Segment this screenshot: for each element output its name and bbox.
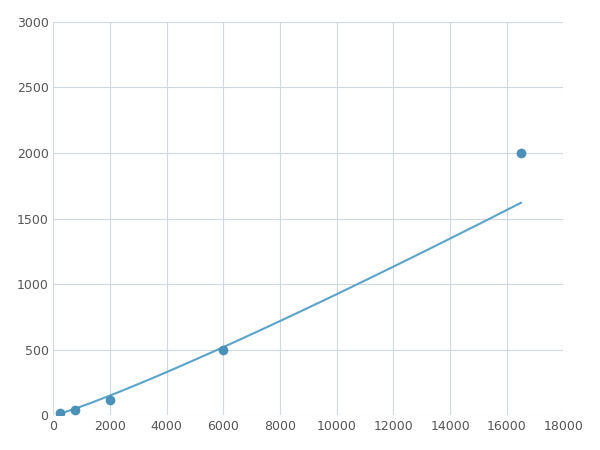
Point: [516, 149, 526, 157]
Point: [56, 409, 65, 416]
Point: [218, 346, 228, 353]
Point: [70, 407, 79, 414]
Point: [105, 396, 115, 403]
